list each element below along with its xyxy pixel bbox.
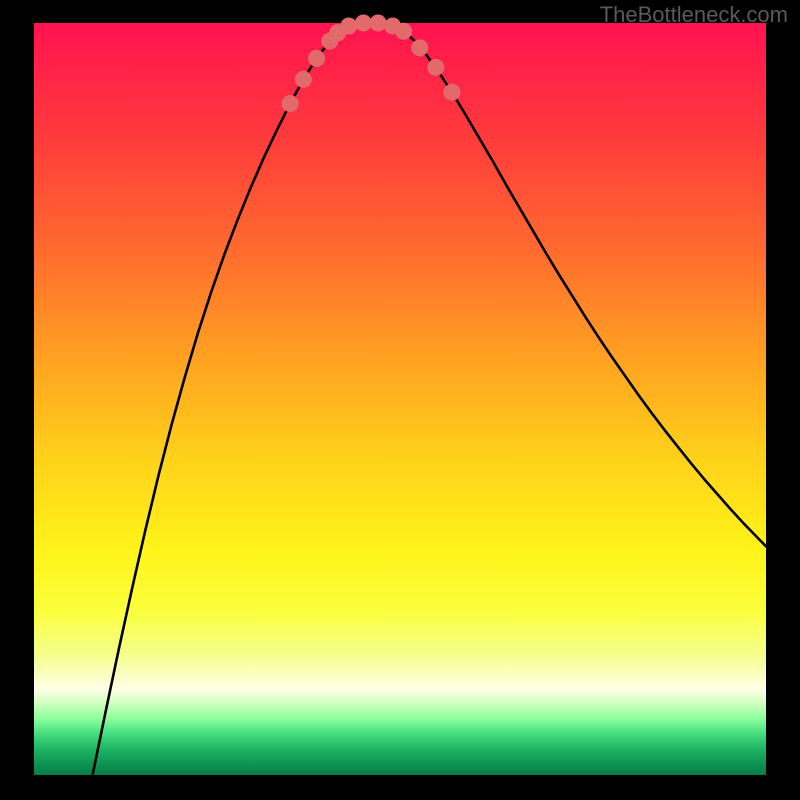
marker-dot — [340, 18, 357, 35]
watermark-text: TheBottleneck.com — [600, 2, 788, 28]
marker-dot — [370, 15, 387, 32]
marker-dot — [355, 15, 372, 32]
chart-stage: TheBottleneck.com — [0, 0, 800, 800]
marker-dot — [395, 23, 412, 40]
marker-dot — [308, 50, 325, 67]
marker-dot — [427, 59, 444, 76]
marker-dot — [282, 95, 299, 112]
marker-dot — [295, 71, 312, 88]
bottleneck-curve-chart — [0, 0, 800, 800]
gradient-background — [34, 23, 766, 775]
marker-dot — [443, 84, 460, 101]
marker-dot — [411, 39, 428, 56]
